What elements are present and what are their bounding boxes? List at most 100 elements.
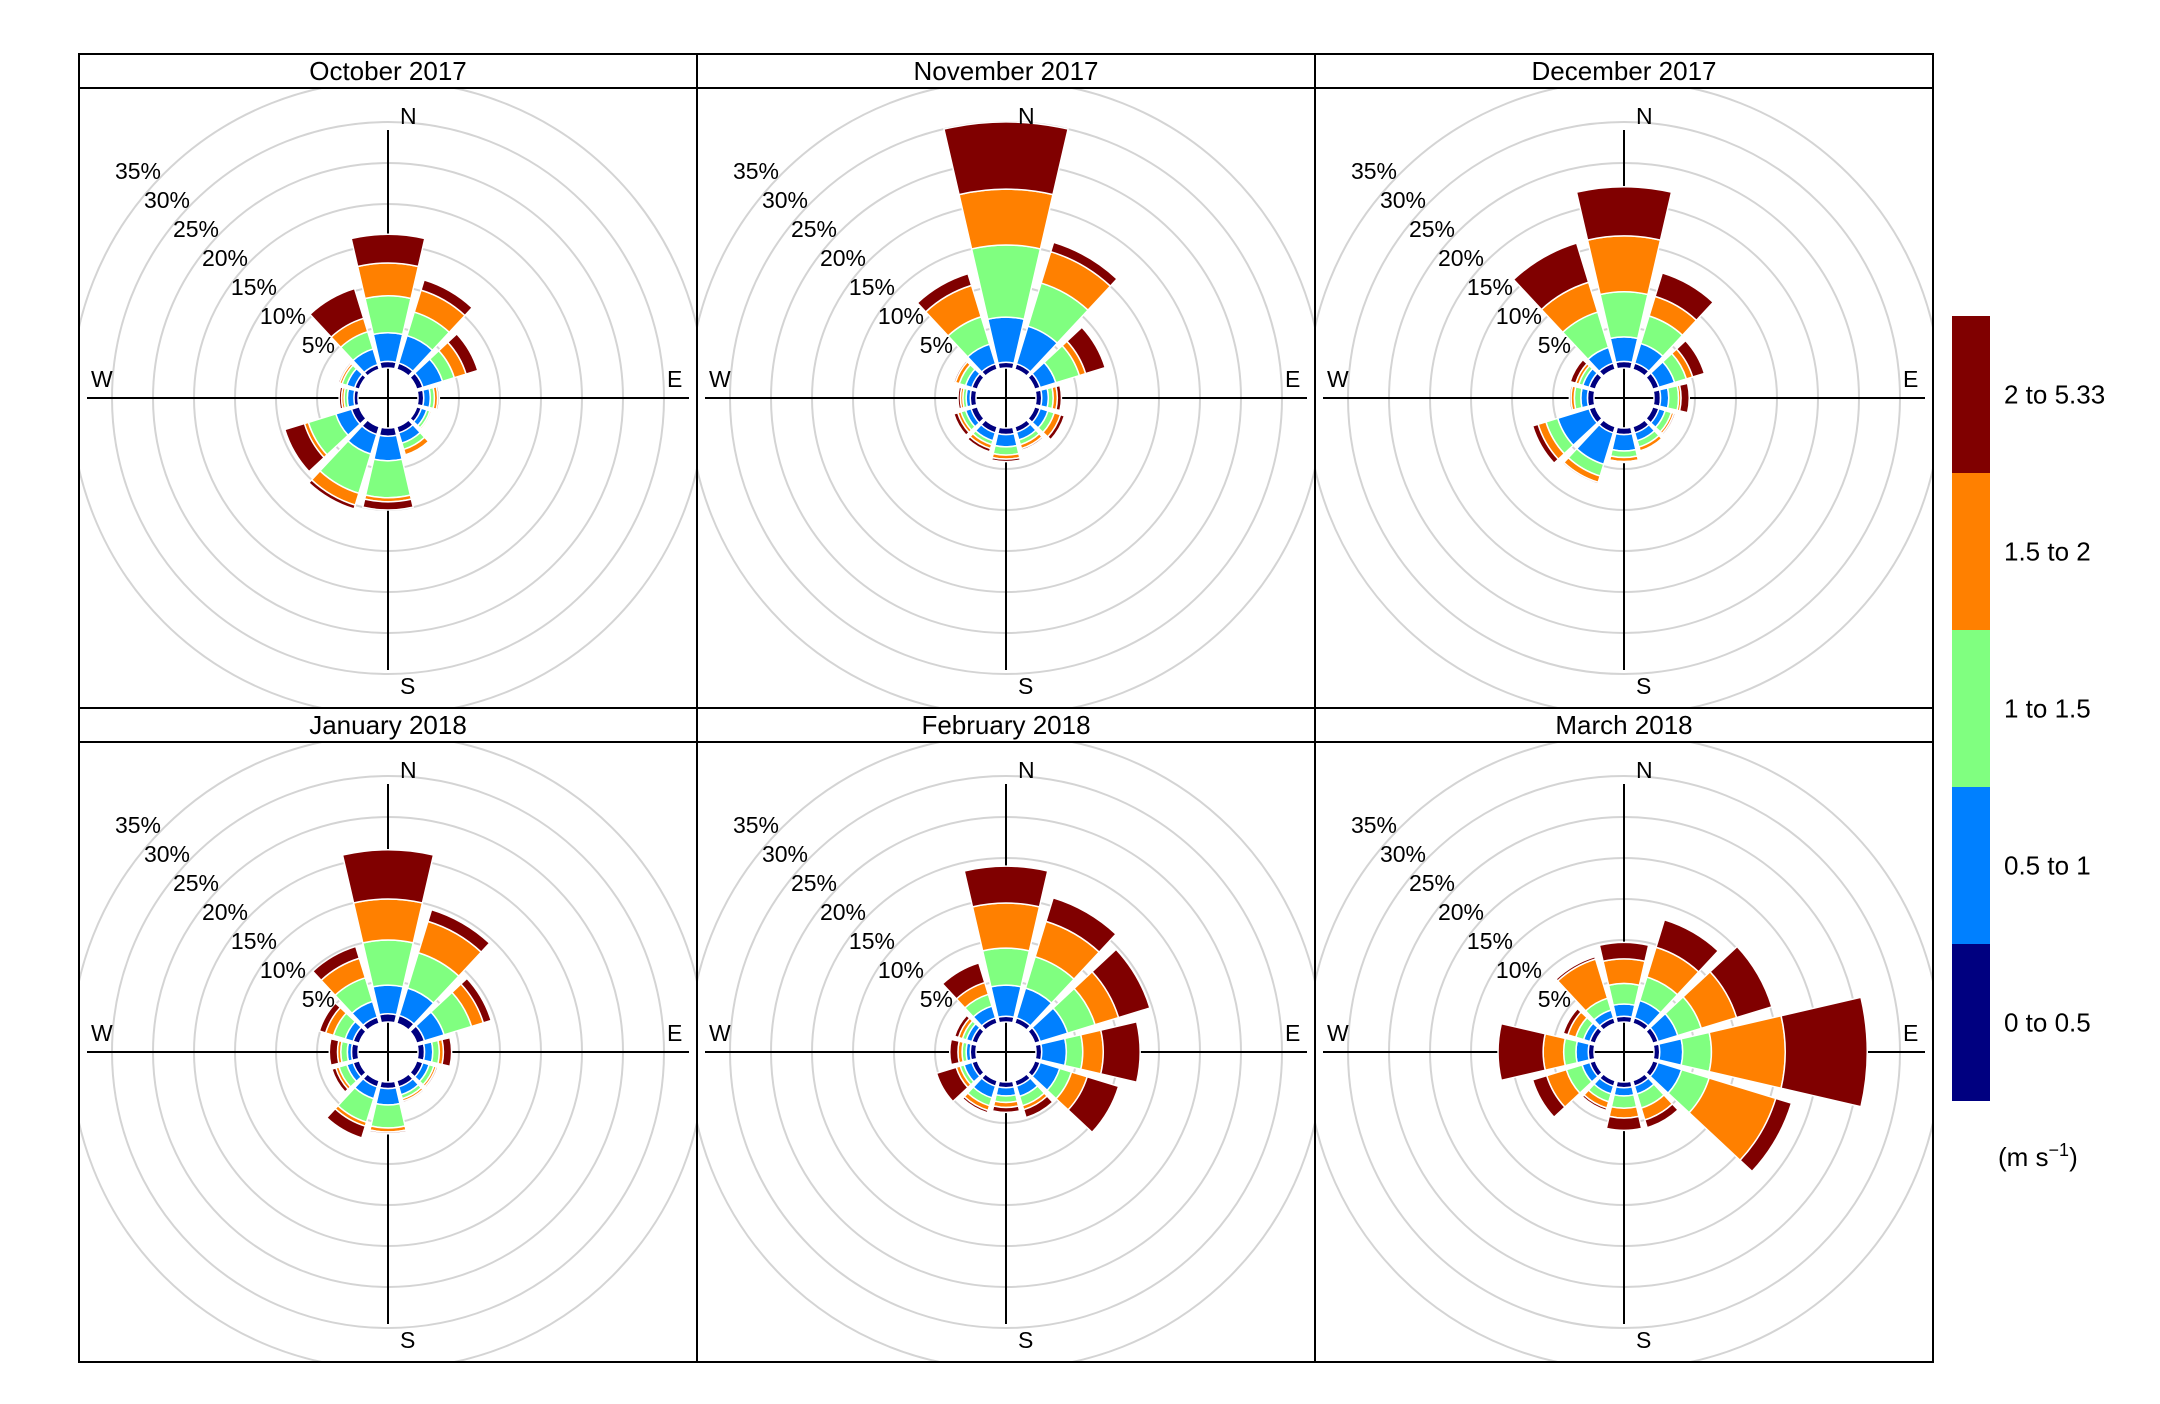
rose-segment (420, 410, 434, 431)
radial-label: 35% (733, 812, 779, 838)
rose-segment (916, 272, 973, 313)
rose-segment (1569, 358, 1589, 385)
rose-segment (991, 1105, 1021, 1114)
radial-label: 25% (1409, 870, 1455, 896)
rose-segment (1575, 1040, 1591, 1064)
rose-segment (459, 977, 493, 1024)
rose-plot-area: 5% 10% 15% 20% 25% 30% 35% (1315, 742, 1933, 1362)
radial-label: 30% (762, 187, 808, 213)
radial-label: 5% (302, 332, 335, 358)
radial-label: 30% (144, 841, 190, 867)
rose-segment (1562, 1037, 1579, 1067)
rose-segment (1079, 1029, 1104, 1075)
rose-segment (966, 435, 992, 453)
rose-segment (1709, 945, 1773, 1019)
radial-label: 35% (1351, 812, 1397, 838)
legend-swatch (1952, 630, 1990, 787)
panel-border (1314, 707, 1934, 1363)
radial-label: 25% (173, 870, 219, 896)
radial-label: 10% (878, 303, 924, 329)
compass-label-w: W (1327, 366, 1349, 392)
wind-rose-panel: 5% 10% 15% 20% 25% 30% 35% N E S W October 2017 (78, 53, 698, 709)
radial-label: 10% (1496, 957, 1542, 983)
radial-label: 15% (849, 274, 895, 300)
rose-segment (308, 287, 365, 339)
rose-segment (953, 1014, 971, 1039)
compass-label-w: W (1327, 1020, 1349, 1046)
rose-segment (364, 458, 412, 499)
rose-segment (995, 1085, 1017, 1097)
rose-segment (446, 332, 479, 376)
wind-rose-panel: 5% 10% 15% 20% 25% 30% 35% N E S W January 2018 (78, 707, 698, 1363)
rose-segment (364, 295, 412, 336)
rose-segment (1680, 1031, 1713, 1073)
compass-label-n: N (400, 757, 417, 783)
panel-title: October 2017 (309, 56, 467, 86)
compass-label-w: W (91, 1020, 113, 1046)
radial-label: 20% (1438, 245, 1484, 271)
compass-label-s: S (400, 673, 415, 699)
radial-label: 30% (144, 187, 190, 213)
compass-label-n: N (1636, 103, 1653, 129)
rose-segment (949, 1038, 961, 1066)
panel-grid: 5% 10% 15% 20% 25% 30% 35% N E S W October 2017 5% 10… (78, 53, 1934, 1363)
rose-segment (981, 947, 1031, 988)
rose-segment (1666, 384, 1680, 412)
rose-segment (1602, 958, 1646, 987)
rose-segment (935, 1066, 969, 1103)
rose-segment (1586, 235, 1662, 296)
rose-segment (1608, 459, 1640, 464)
rose-segment (420, 278, 474, 317)
rose-plot-area: 5% 10% 15% 20% 25% 30% 35% (79, 88, 697, 708)
rose-segment (1542, 1032, 1567, 1072)
compass-label-w: W (709, 1020, 731, 1046)
rose-segment (990, 984, 1022, 1019)
compass-label-n: N (400, 103, 417, 129)
rose-plot-area: 5% 10% 15% 20% 25% 30% 35% (79, 742, 697, 1362)
panel-title: January 2018 (309, 710, 467, 740)
rose-segment (1562, 1007, 1583, 1036)
rose-segment (1575, 186, 1673, 242)
rose-segment (1091, 948, 1151, 1019)
radial-label: 15% (231, 274, 277, 300)
radial-label: 5% (920, 986, 953, 1012)
radial-label: 30% (1380, 187, 1426, 213)
rose-segment (338, 386, 344, 410)
radial-label: 15% (849, 928, 895, 954)
rose-segment (1613, 1085, 1635, 1097)
compass-label-e: E (1903, 366, 1918, 392)
panel-title: December 2017 (1532, 56, 1717, 86)
radial-label: 5% (920, 332, 953, 358)
rose-segment (404, 440, 431, 457)
rose-segment (957, 386, 963, 410)
rose-segment (402, 1088, 426, 1104)
rose-segment (1608, 1105, 1640, 1119)
rose-segment (1020, 435, 1045, 452)
compass-label-e: E (1285, 366, 1300, 392)
radial-label: 35% (1351, 158, 1397, 184)
rose-segment (1678, 382, 1690, 414)
radial-label: 20% (1438, 899, 1484, 925)
radial-label: 15% (231, 928, 277, 954)
rose-segment (1022, 1095, 1054, 1119)
rose-segment (952, 359, 969, 384)
rose-segment (1599, 290, 1649, 340)
radial-label: 25% (173, 216, 219, 242)
rose-segment (1531, 1074, 1566, 1119)
radial-label: 10% (260, 957, 306, 983)
rose-segment (958, 188, 1054, 250)
rose-segment (1675, 339, 1706, 378)
rose-segment (350, 233, 426, 268)
rose-segment (361, 939, 415, 988)
radial-label: 10% (1496, 303, 1542, 329)
rose-segment (1708, 1014, 1786, 1090)
legend-swatch (1952, 944, 1990, 1101)
radial-label: 35% (733, 158, 779, 184)
rose-segment (1065, 326, 1107, 375)
radial-label: 5% (302, 986, 335, 1012)
radial-label: 25% (791, 216, 837, 242)
rose-segment (1561, 461, 1600, 485)
rose-segment (961, 1095, 990, 1114)
rose-segment (971, 902, 1041, 952)
